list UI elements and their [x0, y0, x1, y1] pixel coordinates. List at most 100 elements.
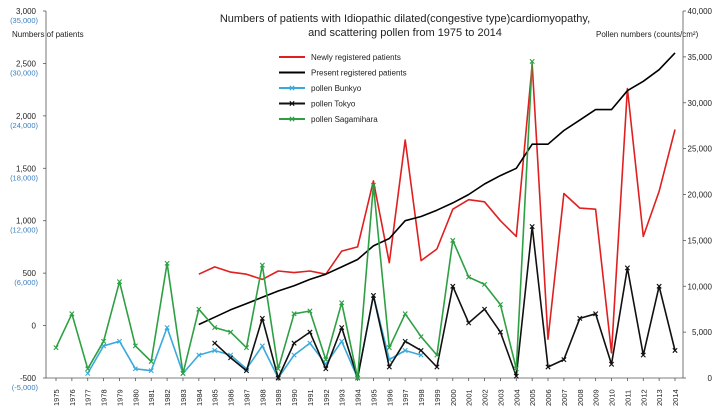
series-3-point — [307, 329, 313, 335]
series-3-point — [466, 320, 472, 326]
x-tick-label: 1981 — [147, 389, 156, 406]
x-tick-label: 2009 — [592, 389, 601, 406]
legend-label-2: pollen Bunkyo — [311, 84, 362, 93]
x-tick-label: 1985 — [211, 389, 220, 406]
series-4-point — [434, 352, 440, 358]
y-left-axis-label: Numbers of patients — [12, 30, 84, 39]
x-tick-label: 1983 — [179, 389, 188, 406]
y-right-tick-label: 0 — [708, 374, 713, 383]
series-3-point — [275, 375, 281, 381]
legend-marker-2 — [289, 85, 295, 91]
series-3-point — [513, 373, 519, 379]
series-3-point — [386, 364, 392, 370]
x-tick-label: 2005 — [528, 389, 537, 406]
y-left-alt-tick-label: (-5,000) — [12, 383, 39, 392]
series-4-point — [291, 311, 297, 317]
y-left-alt-tick-label: (24,000) — [10, 121, 38, 130]
y-left-alt-tick-label: (18,000) — [10, 173, 38, 182]
y-right-tick-label: 40,000 — [688, 7, 713, 16]
y-left-tick-label: 2,000 — [16, 112, 37, 121]
y-left-alt-tick-label: (30,000) — [10, 68, 38, 77]
series-2-point — [418, 352, 424, 358]
x-tick-label: 1976 — [68, 389, 77, 406]
x-tick-label: 2006 — [544, 389, 553, 406]
y-left-alt-tick-label: (6,000) — [14, 278, 38, 287]
series-4-point — [148, 358, 154, 365]
series-4-point — [386, 345, 392, 351]
series-3-point — [323, 366, 329, 372]
series-3-point — [593, 311, 599, 317]
series-3-point — [434, 364, 440, 370]
x-tick-label: 1979 — [115, 389, 124, 406]
series-2-point — [291, 352, 297, 358]
series-4-point — [481, 281, 488, 288]
series-4-point — [275, 366, 281, 372]
series-3-point — [529, 224, 535, 230]
series-4-point — [69, 311, 75, 317]
series-2-point — [402, 347, 408, 354]
chart-title-line-2: and scattering pollen from 1975 to 2014 — [308, 27, 502, 39]
y-left-alt-tick-label: (35,000) — [10, 16, 38, 25]
x-tick-label: 2012 — [639, 389, 648, 406]
series-3-point — [243, 368, 250, 374]
x-tick-label: 1987 — [242, 389, 251, 406]
x-tick-label: 1984 — [195, 389, 204, 406]
series-4-point — [164, 260, 170, 266]
series-4-point — [116, 279, 123, 285]
y-right-tick-label: 20,000 — [688, 191, 713, 200]
x-tick-label: 2004 — [512, 389, 521, 406]
x-tick-label: 1996 — [385, 389, 394, 406]
series-3-point — [481, 306, 488, 312]
x-tick-label: 1988 — [258, 389, 267, 406]
series-3-point — [577, 315, 583, 321]
x-tick-label: 1978 — [100, 389, 109, 406]
series-3-point — [545, 364, 551, 370]
series-3-point — [640, 352, 646, 358]
axes: -500(-5,000) 0 500(6,000) 1,000(12,000) 1,50… — [10, 7, 712, 406]
series-3-point — [497, 329, 503, 335]
series-4-point — [450, 237, 456, 243]
series-4-point — [497, 302, 503, 308]
y-right-tick-label: 10,000 — [688, 282, 713, 291]
series-4-point — [212, 324, 218, 331]
series-2-point — [164, 324, 170, 331]
x-tick-label: 1991 — [306, 389, 315, 406]
x-tick-label: 1990 — [290, 389, 299, 406]
series-3-point — [259, 315, 265, 321]
series-2-point — [339, 338, 345, 344]
series-2-point — [259, 343, 265, 349]
series-4-point — [180, 370, 186, 377]
x-tick-label: 2008 — [576, 389, 585, 406]
legend: Newly registered patients Present registe… — [279, 53, 407, 124]
y-left-tick-label: 1,000 — [16, 217, 37, 226]
x-tick-label: 1982 — [163, 389, 172, 406]
x-tick-label: 2014 — [671, 389, 680, 406]
series-3-point — [656, 283, 662, 289]
series-3-point — [561, 357, 567, 363]
x-tick-label: 1980 — [131, 389, 140, 406]
y-left-alt-tick-label: (12,000) — [10, 226, 38, 235]
x-tick-label: 1986 — [227, 389, 236, 406]
x-tick-label: 1998 — [417, 389, 426, 406]
series-4-point — [529, 58, 535, 65]
x-tick-label: 2001 — [465, 389, 474, 406]
x-tick-label: 2002 — [481, 389, 490, 406]
y-left-tick-label: 3,000 — [16, 7, 37, 16]
legend-label-3: pollen Tokyo — [311, 100, 356, 109]
series-4-point — [53, 345, 59, 351]
series-2-point — [132, 366, 138, 372]
series-3-point — [418, 347, 424, 354]
series-4-point — [132, 343, 138, 349]
series-4-point — [370, 182, 377, 188]
legend-label-4: pollen Sagamihara — [311, 115, 378, 124]
y-left-tick-label: 500 — [23, 269, 37, 278]
y-right-tick-label: 35,000 — [688, 53, 713, 62]
x-tick-label: 1995 — [369, 389, 378, 406]
x-tick-label: 2013 — [655, 389, 664, 406]
y-right-axis-label: Pollen numbers (counts/cm²) — [596, 30, 699, 39]
y-left-tick-label: 2,500 — [16, 59, 37, 68]
x-tick-label: 2010 — [608, 389, 617, 406]
series-4-point — [466, 274, 472, 280]
series-3-point — [624, 265, 630, 271]
